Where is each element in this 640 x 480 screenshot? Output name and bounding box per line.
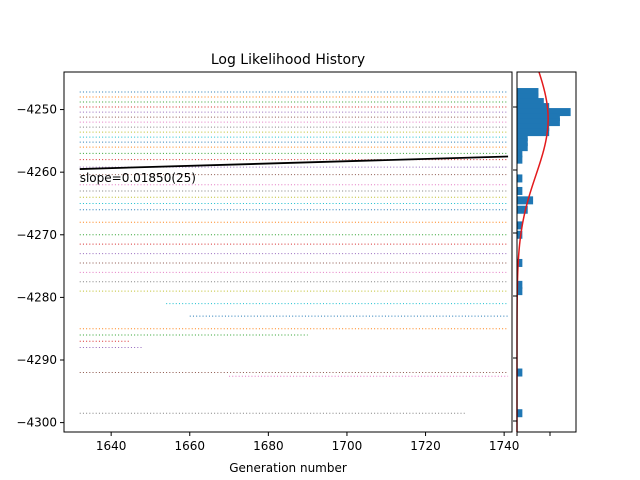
histogram-bar [517, 88, 539, 97]
y-tick-label: −4250 [16, 103, 57, 117]
x-tick-label: 1640 [96, 439, 127, 453]
y-tick-label: −4260 [16, 165, 57, 179]
y-tick-label: −4300 [16, 416, 57, 430]
y-tick-label: −4270 [16, 228, 57, 242]
histogram-bar [517, 93, 539, 102]
histogram-bar [517, 128, 550, 137]
main-plot: slope=0.01850(25) 1640 1660 1680 1700 1720 17… [16, 71, 520, 475]
histogram-bar [517, 98, 544, 107]
x-axis-label: Generation number [229, 461, 347, 475]
histogram-bar [517, 186, 523, 195]
fit-line [79, 155, 509, 170]
histogram-bar [517, 196, 534, 205]
histogram-bar [517, 230, 523, 239]
histogram-bars [517, 88, 571, 418]
slope-annotation: slope=0.01850(25) [80, 171, 196, 185]
x-tick-label: 1700 [332, 439, 363, 453]
histogram-bar [517, 103, 550, 112]
histogram-bar [517, 143, 528, 152]
histogram-bar [517, 123, 550, 132]
x-tick-label: 1680 [253, 439, 284, 453]
histogram-plot [513, 71, 577, 436]
main-plot-frame [63, 71, 513, 433]
y-tick-label: −4290 [16, 353, 57, 367]
histogram-bar [517, 205, 528, 214]
histogram-bar [517, 287, 523, 296]
histogram-bar [517, 280, 523, 289]
histogram-bar [517, 149, 523, 158]
histogram-bar [517, 113, 560, 122]
histogram-bar [517, 258, 523, 267]
x-tick-label: 1740 [489, 439, 520, 453]
histogram-bar [517, 108, 571, 117]
histogram-bar [517, 409, 523, 418]
histogram-bar [517, 368, 523, 377]
likelihood-dots [79, 91, 509, 414]
histogram-bar [517, 174, 523, 183]
histogram-frame [516, 71, 577, 433]
x-tick-label: 1660 [174, 439, 205, 453]
x-axis-ticks: 1640 1660 1680 1700 1720 1740 [96, 432, 520, 453]
histogram-bar [517, 155, 523, 164]
histogram-bar [517, 221, 523, 230]
chart-title: Log Likelihood History [211, 52, 365, 68]
histogram-bar [517, 138, 528, 147]
y-tick-label: −4280 [16, 290, 57, 304]
y-axis-ticks: −4250 −4260 −4270 −4280 −4290 −4300 [16, 103, 64, 430]
x-tick-label: 1720 [410, 439, 441, 453]
histogram-bar [517, 118, 560, 127]
histogram-bar [517, 133, 528, 142]
